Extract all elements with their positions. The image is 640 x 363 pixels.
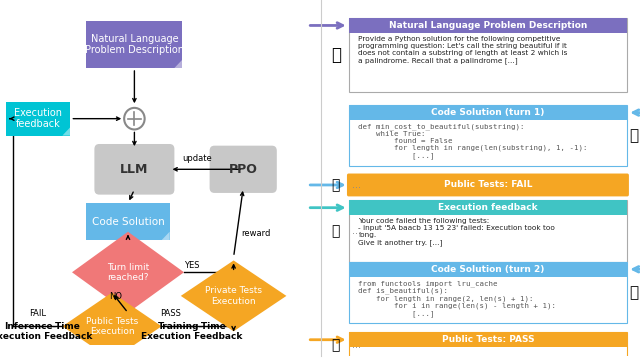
Text: Code Solution (turn 2): Code Solution (turn 2) — [431, 265, 545, 274]
FancyBboxPatch shape — [349, 200, 627, 262]
Text: def min_cost_to_beautiful(substring):
    while True:
        found = False
    : def min_cost_to_beautiful(substring): wh… — [358, 123, 588, 159]
Circle shape — [124, 108, 145, 130]
Text: Execution
feedback: Execution feedback — [14, 108, 63, 130]
Text: 🖥: 🖥 — [332, 338, 340, 352]
FancyBboxPatch shape — [210, 146, 277, 193]
FancyBboxPatch shape — [6, 102, 70, 135]
Text: 🖥: 🖥 — [332, 178, 340, 192]
Text: PASS: PASS — [160, 309, 181, 318]
Text: ...: ... — [352, 226, 361, 236]
Text: PPO: PPO — [228, 163, 258, 176]
Text: FAIL: FAIL — [29, 309, 46, 318]
FancyBboxPatch shape — [349, 105, 627, 121]
FancyBboxPatch shape — [349, 18, 627, 33]
Text: Execution feedback: Execution feedback — [438, 203, 538, 212]
Text: Inference-Time
Execution Feedback: Inference-Time Execution Feedback — [0, 322, 92, 342]
FancyBboxPatch shape — [349, 262, 627, 277]
Text: 🤖: 🤖 — [629, 285, 638, 300]
Text: Public Tests: FAIL: Public Tests: FAIL — [444, 180, 532, 189]
Text: Submitting solution to Private Tests Execution: Submitting solution to Private Tests Exe… — [358, 350, 527, 356]
FancyBboxPatch shape — [349, 262, 627, 323]
Polygon shape — [62, 293, 161, 360]
Text: ...: ... — [352, 180, 361, 190]
Text: Training-Time
Execution Feedback: Training-Time Execution Feedback — [141, 322, 243, 342]
Polygon shape — [174, 60, 182, 68]
FancyBboxPatch shape — [95, 144, 174, 195]
Text: 🖥: 🖥 — [332, 224, 340, 238]
Text: Natural Language
Problem Description: Natural Language Problem Description — [85, 34, 184, 55]
Text: from functools import lru_cache
def is_beautiful(s):
    for length in range(2, : from functools import lru_cache def is_b… — [358, 280, 556, 317]
Text: Your code failed the following tests:
- input '5A baacb 13 15 23' failed: Execut: Your code failed the following tests: - … — [358, 218, 555, 246]
Text: Natural Language Problem Description: Natural Language Problem Description — [388, 21, 587, 30]
FancyBboxPatch shape — [349, 18, 627, 92]
Text: Code Solution: Code Solution — [92, 217, 164, 227]
FancyBboxPatch shape — [349, 200, 627, 215]
FancyBboxPatch shape — [347, 174, 629, 196]
FancyBboxPatch shape — [349, 332, 627, 347]
Polygon shape — [161, 232, 170, 240]
FancyBboxPatch shape — [86, 21, 182, 68]
Polygon shape — [63, 127, 70, 135]
Text: Code Solution (turn 1): Code Solution (turn 1) — [431, 108, 545, 117]
FancyBboxPatch shape — [86, 203, 170, 240]
Text: NO: NO — [109, 292, 122, 301]
Text: 🤖: 🤖 — [629, 128, 638, 143]
Text: Turn limit
reached?: Turn limit reached? — [107, 262, 149, 282]
FancyBboxPatch shape — [349, 105, 627, 167]
Text: Provide a Python solution for the following competitive
programming question: Le: Provide a Python solution for the follow… — [358, 36, 568, 64]
Text: update: update — [182, 154, 212, 163]
Text: ...: ... — [352, 340, 361, 350]
Text: Private Tests
Execution: Private Tests Execution — [205, 286, 262, 306]
FancyBboxPatch shape — [349, 332, 627, 358]
Text: YES: YES — [184, 261, 200, 270]
Polygon shape — [72, 232, 184, 313]
Text: LLM: LLM — [120, 163, 148, 176]
Text: Public Tests: PASS: Public Tests: PASS — [442, 335, 534, 344]
Text: reward: reward — [242, 229, 271, 238]
Text: 🤔: 🤔 — [331, 46, 341, 64]
Polygon shape — [180, 261, 287, 331]
Text: Public Tests
Execution: Public Tests Execution — [86, 317, 138, 336]
